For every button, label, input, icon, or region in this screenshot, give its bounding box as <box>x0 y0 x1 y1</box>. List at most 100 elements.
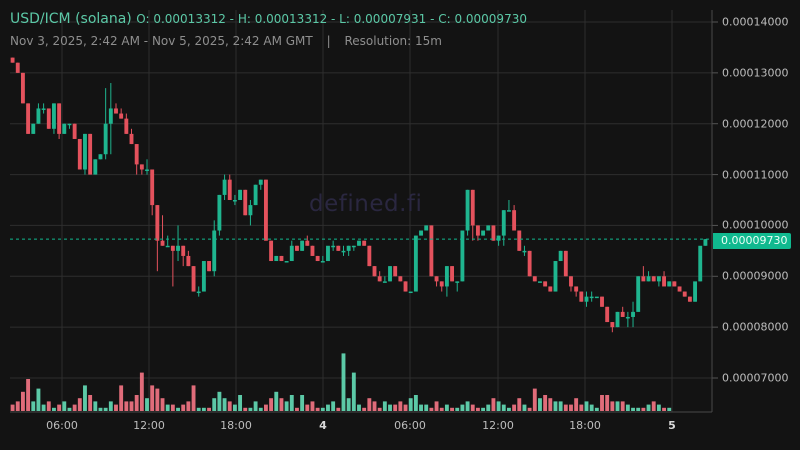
volume-bar <box>656 404 661 411</box>
volume-bar <box>300 395 305 411</box>
volume-bar <box>227 401 232 411</box>
candle-body <box>682 291 687 297</box>
volume-bar <box>439 407 444 411</box>
volume-bar <box>357 404 361 411</box>
volume-bar <box>517 398 522 411</box>
candle-body <box>300 240 305 251</box>
candle-body <box>362 240 367 246</box>
volume-bar <box>26 379 31 411</box>
candle-body <box>496 235 501 241</box>
candle-body <box>170 245 175 251</box>
volume-bar <box>88 395 93 411</box>
volume-bar <box>646 404 651 411</box>
candle-body <box>139 164 144 170</box>
candle-body <box>377 276 382 282</box>
price-tick-label: 0.00007000 <box>722 371 789 385</box>
volume-bar <box>548 398 553 411</box>
candle-body <box>305 240 310 246</box>
volume-bar <box>507 407 511 411</box>
volume-bar <box>388 404 392 411</box>
volume-bar <box>62 401 67 411</box>
volume-bar <box>486 404 491 411</box>
volume-bar <box>279 398 284 411</box>
candle-body <box>269 240 274 262</box>
candle-body <box>295 245 299 251</box>
volume-bar <box>295 407 299 411</box>
volume-bar <box>372 401 377 411</box>
time-tick-label: 06:00 <box>46 419 78 432</box>
candle-body <box>517 230 522 251</box>
candle-body <box>594 296 599 299</box>
candle-body <box>548 286 553 292</box>
volume-bar <box>284 401 289 411</box>
candle-body <box>36 108 41 124</box>
volume-bar <box>553 401 558 411</box>
candle-body <box>31 123 36 134</box>
candle-body <box>460 230 465 282</box>
candle-body <box>284 261 289 263</box>
candle-body <box>357 240 361 246</box>
volume-bar <box>594 407 599 411</box>
volume-bar <box>36 388 41 411</box>
volume-bar <box>605 395 610 411</box>
candle-body <box>279 255 284 262</box>
volume-bar <box>232 404 237 411</box>
candle-body <box>631 311 635 317</box>
volume-bar <box>362 407 367 411</box>
candle-body <box>475 225 480 236</box>
volume-bar <box>315 407 320 411</box>
volume-bar <box>569 404 573 411</box>
candle-body <box>615 311 620 328</box>
time-tick-label: 06:00 <box>394 419 426 432</box>
candle-body <box>439 281 444 287</box>
volume-bar <box>114 404 118 411</box>
volume-bar <box>160 398 165 411</box>
volume-bar <box>419 404 423 411</box>
candle-body <box>207 261 211 272</box>
volume-bar <box>222 398 227 411</box>
time-tick-label: 5 <box>668 419 676 432</box>
volume-bar <box>641 407 646 411</box>
volume-bar <box>274 391 279 411</box>
candle-body <box>558 250 563 262</box>
volume-bar <box>475 407 480 411</box>
volume-bar <box>532 388 537 411</box>
candle-body <box>610 322 615 328</box>
volume-bar <box>139 372 144 411</box>
candle-body <box>651 276 656 282</box>
candle-body <box>150 169 155 206</box>
candle-body <box>248 205 253 216</box>
candle-body <box>98 154 103 160</box>
price-tick-label: 0.00013000 <box>722 66 789 80</box>
candle-body <box>636 276 641 312</box>
candle-body <box>212 230 217 272</box>
volume-bar <box>176 407 180 411</box>
time-tick-label: 12:00 <box>482 419 514 432</box>
volume-bar <box>155 388 160 411</box>
volume-bar <box>46 401 51 411</box>
volume-bar <box>662 407 666 411</box>
candle-body <box>217 194 222 231</box>
volume-bar <box>129 401 134 411</box>
candle-body <box>393 266 398 277</box>
volume-bar <box>501 404 506 411</box>
candle-body <box>553 261 558 292</box>
pair-title: USD/ICM (solana) <box>10 11 132 27</box>
volume-bar <box>589 404 594 411</box>
price-tick-label: 0.00012000 <box>722 117 789 131</box>
volume-bar <box>212 398 217 411</box>
volume-bar <box>393 404 398 411</box>
volume-bar <box>41 404 46 411</box>
candle-body <box>667 281 672 287</box>
candle-body <box>227 179 232 200</box>
candle-body <box>672 281 677 287</box>
candle-body <box>527 250 532 277</box>
candle-body <box>201 261 206 292</box>
volume-bar <box>326 404 330 411</box>
volume-bar <box>72 404 77 411</box>
candle-body <box>77 138 82 170</box>
volume-bar <box>201 407 206 411</box>
volume-bar <box>429 407 434 411</box>
